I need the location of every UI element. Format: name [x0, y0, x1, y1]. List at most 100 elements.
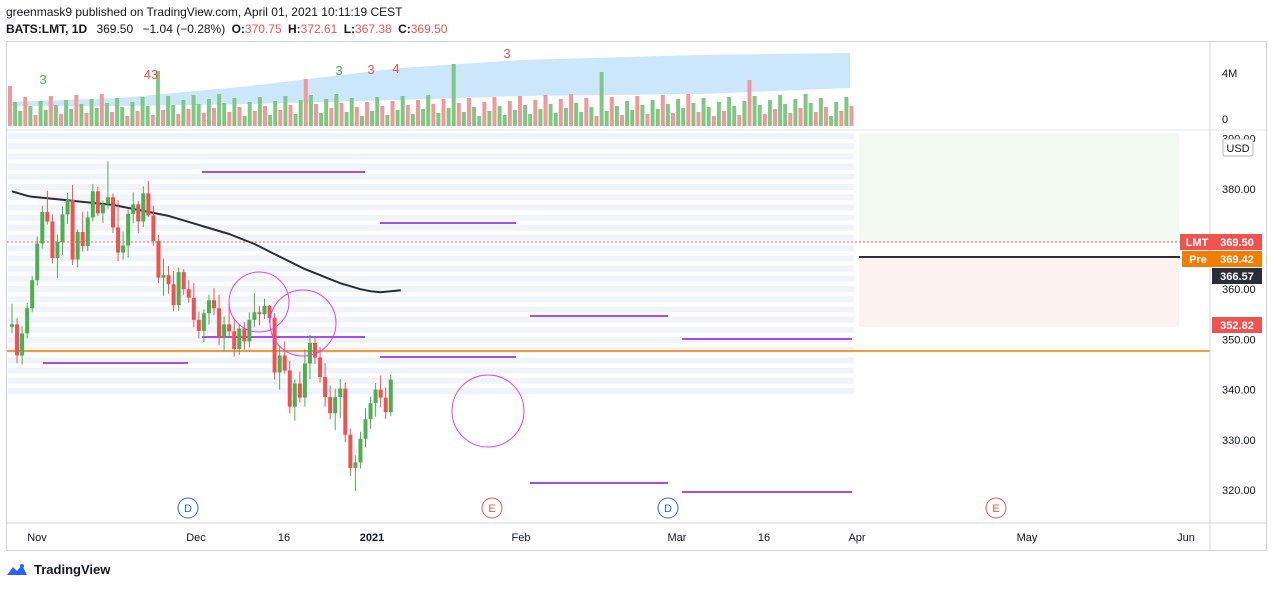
symbol-info: BATS:LMT, 1D 369.50 −1.04 (−0.28%) O:370…	[6, 22, 447, 36]
candle	[186, 289, 191, 298]
y-tick-label: 350.00	[1222, 334, 1256, 346]
event-letter: E	[992, 503, 999, 515]
volume-bar	[783, 104, 788, 126]
candle	[378, 389, 383, 398]
volume-bar	[120, 107, 125, 126]
price-tag-bg	[1212, 268, 1262, 284]
candle	[131, 204, 136, 214]
profile-band	[8, 143, 854, 150]
x-tick-label: Mar	[668, 532, 687, 544]
symbol-label[interactable]: BATS:LMT, 1D	[6, 22, 88, 36]
volume-bar	[410, 114, 415, 126]
volume-bar	[104, 103, 109, 126]
volume-bar	[650, 100, 655, 126]
volume-bar	[227, 112, 232, 126]
x-tick-label: Feb	[512, 532, 531, 544]
candle	[100, 203, 105, 214]
volume-bar	[671, 113, 675, 126]
ohlc-close: 369.50	[410, 22, 448, 36]
volume-bar	[191, 95, 196, 126]
price-tag-name-bg	[1182, 251, 1214, 267]
candle	[217, 308, 222, 338]
ohlc-h-label: H:	[287, 22, 301, 36]
volume-bar	[8, 86, 12, 126]
price-tag-bg	[1212, 317, 1262, 333]
volume-bar	[217, 94, 222, 126]
volume-bar	[206, 99, 211, 126]
candle	[373, 389, 378, 404]
volume-bar	[99, 94, 104, 126]
profile-band	[8, 153, 854, 160]
volume-bar	[461, 112, 466, 126]
profile-band	[8, 296, 854, 303]
volume-bar	[176, 114, 181, 126]
volume-bar	[64, 100, 69, 126]
volume-bar	[716, 102, 721, 126]
y-tick-label: 380.00	[1222, 184, 1256, 196]
volume-bar	[431, 104, 436, 126]
profile-band	[8, 265, 854, 272]
ohlc-o-label: O:	[231, 22, 245, 36]
volume-bar	[247, 102, 252, 126]
volume-bar	[278, 110, 283, 126]
volume-bar	[722, 111, 726, 126]
candle	[313, 342, 317, 358]
volume-bar	[33, 115, 38, 126]
volume-bar	[681, 108, 686, 126]
volume-bar	[456, 103, 461, 126]
profile-band	[8, 235, 854, 241]
volume-bar	[181, 100, 186, 126]
event-marker	[657, 497, 679, 519]
volume-bar	[696, 112, 701, 126]
candle	[181, 272, 186, 290]
volume-bar	[166, 96, 171, 126]
volume-bar	[314, 104, 318, 126]
volume-bar	[257, 97, 262, 126]
volume-bar	[84, 113, 89, 126]
volume-bar	[584, 98, 589, 126]
volume-bar	[793, 99, 798, 126]
candle	[60, 214, 65, 243]
volume-bar	[507, 101, 512, 126]
volume-bar	[762, 114, 767, 126]
volume-bar	[609, 97, 614, 126]
chart-frame[interactable]	[6, 41, 1267, 551]
volume-bar	[558, 99, 563, 126]
volume-bar	[614, 106, 619, 126]
volume-bar	[487, 111, 492, 126]
event-letter: D	[184, 503, 192, 515]
count-label: 4	[392, 61, 399, 76]
candle	[363, 419, 368, 439]
candle	[35, 243, 40, 281]
volume-bar	[298, 100, 303, 126]
event-letter: E	[488, 503, 495, 515]
event-marker	[481, 497, 503, 519]
volume-bar	[28, 106, 33, 126]
profile-band	[8, 184, 854, 190]
volume-bar	[13, 102, 18, 126]
volume-bar	[161, 110, 165, 126]
volume-bar	[155, 71, 160, 126]
volume-bar	[569, 94, 573, 126]
price-tag-value: 369.42	[1220, 254, 1254, 266]
volume-bar	[665, 104, 670, 126]
y-tick-label: 340.00	[1222, 385, 1256, 397]
volume-bar	[533, 100, 538, 126]
candle	[267, 305, 272, 318]
brand: TradingView	[6, 562, 110, 577]
candle	[70, 199, 75, 260]
candle	[201, 313, 206, 331]
volume-bar	[441, 99, 446, 126]
volume-bar	[349, 98, 354, 126]
volume-bar	[130, 102, 135, 126]
volume-bar	[543, 95, 548, 126]
volume-bar	[732, 106, 737, 126]
candle	[292, 383, 297, 407]
profile-band	[8, 133, 854, 139]
candle	[323, 377, 328, 398]
profile-band	[8, 255, 854, 262]
volume-bar	[38, 101, 43, 126]
volume-bar	[319, 113, 324, 126]
candle	[126, 213, 131, 246]
